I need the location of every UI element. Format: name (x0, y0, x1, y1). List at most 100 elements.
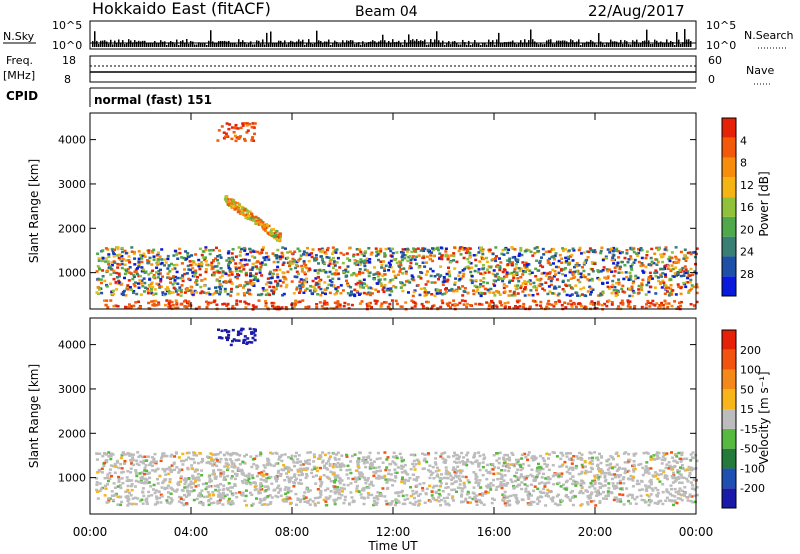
heatmap-cell (322, 474, 326, 477)
heatmap-cell (121, 452, 125, 455)
heatmap-cell (421, 467, 425, 471)
heatmap-cell (234, 491, 238, 495)
heatmap-cell (517, 458, 521, 462)
heatmap-cell (591, 262, 595, 265)
heatmap-cell (672, 471, 675, 475)
nsky-bar (346, 40, 348, 47)
nsky-bar (298, 39, 300, 47)
heatmap-cell (645, 283, 649, 287)
heatmap-cell (620, 299, 624, 302)
heatmap-cell (425, 300, 428, 304)
heatmap-cell (578, 246, 582, 250)
heatmap-cell (555, 278, 559, 281)
heatmap-cell (405, 280, 408, 283)
heatmap-cell (516, 292, 520, 295)
heatmap-cell (457, 249, 461, 253)
heatmap-cell (399, 264, 403, 267)
heatmap-cell (268, 502, 272, 505)
heatmap-cell (177, 456, 181, 459)
heatmap-cell (461, 487, 465, 490)
heatmap-cell (203, 277, 207, 281)
heatmap-cell (376, 451, 380, 455)
heatmap-cell (105, 460, 109, 464)
heatmap-cell (241, 494, 245, 497)
heatmap-cell (340, 490, 344, 493)
heatmap-cell (392, 284, 396, 288)
heatmap-cell (137, 265, 141, 268)
heatmap-cell (308, 498, 312, 501)
heatmap-cell (166, 484, 170, 487)
heatmap-cell (498, 472, 502, 475)
heatmap-cell (527, 503, 531, 506)
heatmap-cell (595, 492, 599, 495)
heatmap-cell (187, 277, 191, 281)
heatmap-cell (300, 467, 304, 471)
heatmap-cell (299, 478, 302, 482)
heatmap-cell (131, 277, 135, 281)
heatmap-cell (243, 213, 247, 217)
heatmap-cell (488, 291, 492, 294)
heatmap-cell (466, 490, 470, 494)
nsky-bar (406, 43, 408, 47)
nsky-bar (592, 41, 594, 47)
heatmap-cell (399, 261, 403, 265)
heatmap-cell (572, 272, 576, 276)
heatmap-cell (470, 266, 474, 269)
nsky-bar (614, 41, 616, 47)
heatmap-cell (581, 266, 584, 269)
heatmap-cell (636, 479, 640, 483)
nsky-bar (232, 42, 234, 47)
nsky-bar (260, 43, 262, 47)
heatmap-cell (564, 261, 568, 264)
heatmap-cell (488, 250, 492, 253)
heatmap-cell (607, 473, 611, 476)
heatmap-cell (212, 259, 216, 263)
heatmap-cell (554, 265, 558, 269)
heatmap-cell (250, 268, 254, 271)
heatmap-cell (242, 246, 246, 250)
heatmap-cell (654, 292, 658, 295)
heatmap-cell (456, 486, 460, 489)
heatmap-cell (425, 261, 428, 264)
nsky-bar (550, 39, 552, 47)
heatmap-cell (132, 283, 136, 286)
heatmap-cell (622, 482, 626, 485)
heatmap-cell (319, 294, 323, 297)
heatmap-cell (163, 487, 167, 491)
heatmap-cell (126, 284, 130, 287)
heatmap-cell (126, 451, 130, 455)
heatmap-cell (343, 498, 347, 502)
heatmap-cell (112, 252, 115, 255)
nsky-bar (588, 41, 590, 47)
heatmap-cell (368, 291, 372, 295)
heatmap-cell (597, 270, 601, 274)
heatmap-cell (519, 286, 523, 290)
heatmap-cell (359, 261, 363, 264)
nsky-bar (250, 41, 252, 47)
heatmap-cell (601, 484, 605, 488)
nsky-bar (446, 42, 448, 47)
heatmap-cell (354, 480, 358, 483)
heatmap-cell (448, 274, 452, 278)
heatmap-cell (461, 294, 465, 297)
heatmap-cell (281, 246, 285, 249)
nsky-bar (578, 39, 580, 47)
heatmap-cell (338, 303, 342, 306)
heatmap-cell (217, 495, 221, 498)
heatmap-cell (543, 289, 547, 292)
heatmap-cell (362, 254, 366, 257)
heatmap-cell (411, 255, 415, 258)
heatmap-cell (202, 291, 206, 294)
heatmap-cell (422, 256, 426, 259)
heatmap-cell (365, 269, 369, 272)
heatmap-cell (296, 470, 300, 473)
heatmap-cell (408, 265, 412, 268)
heatmap-cell (317, 283, 321, 286)
heatmap-cell (404, 270, 408, 274)
heatmap-cell (453, 267, 457, 270)
heatmap-cell (298, 482, 302, 485)
heatmap-cell (617, 278, 621, 281)
heatmap-cell (271, 234, 275, 238)
heatmap-cell (241, 460, 245, 464)
